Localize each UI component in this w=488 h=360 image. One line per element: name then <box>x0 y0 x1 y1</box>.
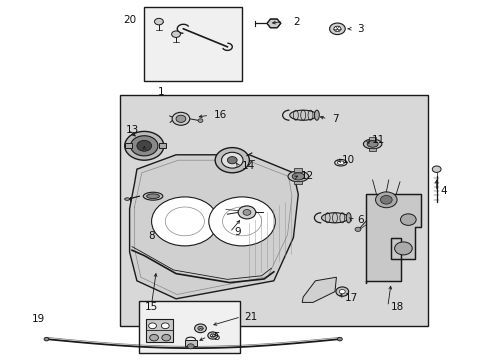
Text: 10: 10 <box>342 155 355 165</box>
Text: 13: 13 <box>125 125 139 135</box>
Circle shape <box>130 136 158 156</box>
Circle shape <box>187 344 194 349</box>
Text: 20: 20 <box>122 15 136 25</box>
Text: 15: 15 <box>144 302 158 312</box>
Text: 19: 19 <box>32 314 45 324</box>
Circle shape <box>124 131 163 160</box>
Ellipse shape <box>321 213 347 223</box>
Ellipse shape <box>337 161 344 165</box>
Circle shape <box>148 323 156 329</box>
Text: 11: 11 <box>371 135 384 145</box>
Circle shape <box>380 195 391 204</box>
Polygon shape <box>365 194 420 283</box>
Bar <box>145 319 172 342</box>
Text: 2: 2 <box>293 17 300 27</box>
Text: 6: 6 <box>356 215 363 225</box>
Circle shape <box>375 192 396 208</box>
Circle shape <box>400 214 415 225</box>
Circle shape <box>198 327 203 330</box>
Ellipse shape <box>334 159 346 166</box>
Circle shape <box>162 334 170 341</box>
Text: 9: 9 <box>234 227 241 237</box>
Bar <box>124 143 132 148</box>
Circle shape <box>194 324 206 333</box>
Circle shape <box>208 197 275 246</box>
Text: 14: 14 <box>242 161 255 171</box>
Circle shape <box>431 166 440 172</box>
Bar <box>294 181 302 184</box>
Bar <box>139 301 239 353</box>
Circle shape <box>221 152 243 168</box>
Polygon shape <box>129 155 298 299</box>
Text: 3: 3 <box>356 24 363 34</box>
Ellipse shape <box>146 194 159 198</box>
Circle shape <box>329 23 345 35</box>
Ellipse shape <box>366 141 377 147</box>
Text: 16: 16 <box>214 110 227 120</box>
Bar <box>368 148 375 151</box>
Circle shape <box>337 337 342 341</box>
Circle shape <box>335 287 348 296</box>
Text: 21: 21 <box>244 312 257 322</box>
Ellipse shape <box>363 139 381 149</box>
Circle shape <box>394 242 411 255</box>
Circle shape <box>172 112 189 125</box>
Text: 17: 17 <box>344 293 357 303</box>
Circle shape <box>198 119 203 122</box>
Circle shape <box>238 206 255 219</box>
Ellipse shape <box>314 110 319 120</box>
Ellipse shape <box>143 192 163 200</box>
Circle shape <box>333 26 340 31</box>
Text: 5: 5 <box>212 332 219 342</box>
Circle shape <box>354 227 360 231</box>
Text: 1: 1 <box>158 87 164 97</box>
Circle shape <box>151 197 218 246</box>
Ellipse shape <box>287 171 308 182</box>
Circle shape <box>171 31 180 37</box>
Circle shape <box>243 210 250 215</box>
Circle shape <box>207 332 217 339</box>
Bar <box>120 95 427 326</box>
Text: 4: 4 <box>439 186 446 196</box>
Circle shape <box>339 289 345 294</box>
Bar <box>368 137 375 140</box>
Bar <box>294 168 302 172</box>
Circle shape <box>227 157 237 164</box>
Ellipse shape <box>124 198 129 200</box>
Ellipse shape <box>291 173 304 180</box>
Circle shape <box>44 337 49 341</box>
Text: 18: 18 <box>390 302 404 312</box>
Circle shape <box>176 115 185 122</box>
Bar <box>144 7 242 81</box>
Circle shape <box>154 18 163 25</box>
Text: 8: 8 <box>148 231 155 241</box>
Circle shape <box>161 323 169 329</box>
Circle shape <box>149 334 158 341</box>
Circle shape <box>215 148 249 173</box>
Circle shape <box>210 334 215 337</box>
Ellipse shape <box>289 110 316 120</box>
Bar <box>184 340 197 346</box>
Polygon shape <box>266 19 280 28</box>
Circle shape <box>137 140 151 151</box>
Ellipse shape <box>346 213 350 223</box>
Text: 12: 12 <box>300 171 313 181</box>
Bar <box>159 143 166 148</box>
Polygon shape <box>302 277 336 302</box>
Text: 7: 7 <box>332 114 339 124</box>
